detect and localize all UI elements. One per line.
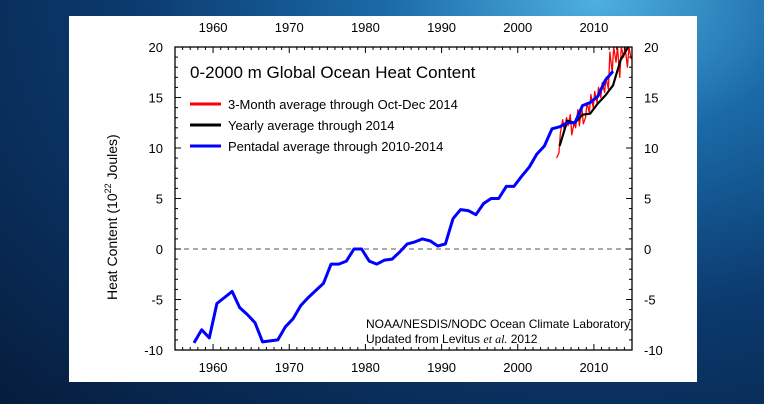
- legend-label-0: 3-Month average through Oct-Dec 2014: [228, 97, 458, 112]
- series-line-2: [192, 70, 615, 344]
- y-axis-label-exponent: 22: [103, 183, 113, 193]
- y-tick-label-left: 5: [156, 192, 163, 207]
- credit-line-2: Updated from Levitus et al. 2012: [366, 332, 538, 346]
- x-tick-label-top: 1990: [427, 20, 456, 35]
- y-tick-label-right: -5: [644, 293, 656, 308]
- legend-label-1: Yearly average through 2014: [228, 118, 394, 133]
- y-tick-label-right: 15: [644, 91, 658, 106]
- x-tick-label-bottom: 1980: [351, 360, 380, 375]
- x-tick-label-top: 2000: [503, 20, 532, 35]
- y-axis-label: Heat Content (1022 Joules): [103, 134, 120, 300]
- y-tick-label-left: 0: [156, 242, 163, 257]
- y-tick-label-left: 15: [149, 91, 163, 106]
- credit-line-2-pre: Updated from Levitus: [366, 332, 483, 346]
- credit-line-2-italic: et al.: [483, 332, 507, 346]
- credit-line-2-post: 2012: [507, 332, 537, 346]
- y-tick-label-right: 0: [644, 242, 651, 257]
- y-tick-label-right: 20: [644, 40, 658, 55]
- y-tick-label-right: -10: [644, 343, 663, 358]
- credit-line-1: NOAA/NESDIS/NODC Ocean Climate Laborator…: [366, 317, 630, 331]
- y-tick-label-right: 10: [644, 141, 658, 156]
- x-tick-label-top: 1960: [199, 20, 228, 35]
- y-axis-label-unit: Joules): [104, 134, 120, 183]
- y-tick-label-left: 20: [149, 40, 163, 55]
- y-tick-label-left: -5: [151, 293, 163, 308]
- x-tick-label-top: 1970: [275, 20, 304, 35]
- chart-title: 0-2000 m Global Ocean Heat Content: [190, 63, 476, 82]
- x-tick-label-bottom: 1970: [275, 360, 304, 375]
- y-tick-label-left: 10: [149, 141, 163, 156]
- x-tick-label-bottom: 1990: [427, 360, 456, 375]
- chart-panel: [69, 16, 697, 382]
- y-tick-label-right: 5: [644, 192, 651, 207]
- x-tick-label-bottom: 2000: [503, 360, 532, 375]
- legend-label-2: Pentadal average through 2010-2014: [228, 139, 443, 154]
- y-axis-label-main: Heat Content (10: [104, 193, 120, 300]
- x-tick-label-bottom: 2010: [579, 360, 608, 375]
- x-tick-label-top: 2010: [579, 20, 608, 35]
- y-tick-label-left: -10: [144, 343, 163, 358]
- x-tick-label-bottom: 1960: [199, 360, 228, 375]
- x-tick-label-top: 1980: [351, 20, 380, 35]
